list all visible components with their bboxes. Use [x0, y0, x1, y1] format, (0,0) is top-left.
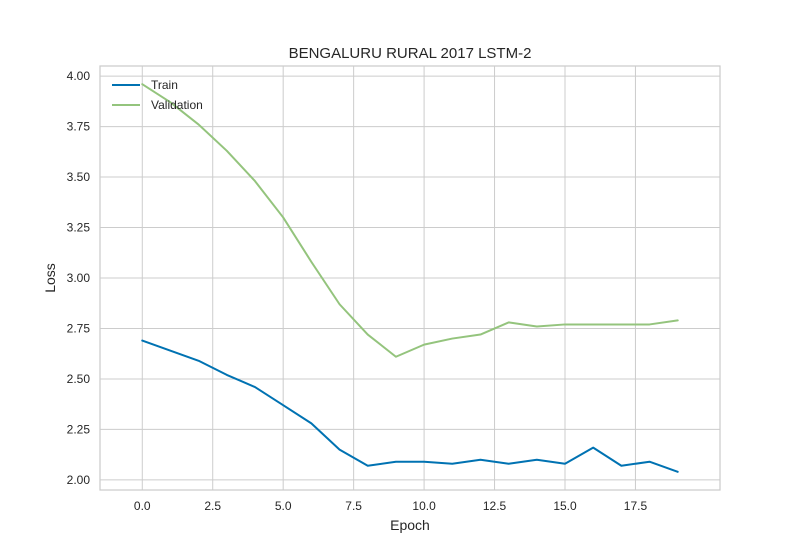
y-tick-label: 2.75	[67, 321, 91, 335]
train-series-line	[141, 339, 679, 473]
y-tick-label: 2.00	[67, 473, 91, 487]
validation-series-line	[141, 83, 679, 358]
y-tick-label: 4.00	[67, 69, 91, 83]
x-tick-label: 5.0	[275, 499, 292, 513]
y-tick-label: 2.25	[67, 422, 91, 436]
y-axis-label: Loss	[42, 263, 58, 293]
y-tick-label: 3.00	[67, 271, 91, 285]
x-tick-label: 10.0	[412, 499, 436, 513]
x-tick-label: 17.5	[624, 499, 648, 513]
plot-frame	[99, 65, 721, 491]
x-tick-label: 15.0	[553, 499, 577, 513]
x-axis-label: Epoch	[390, 517, 430, 533]
x-tick-label: 12.5	[483, 499, 507, 513]
series-lines	[141, 83, 679, 473]
x-tick-labels: 0.0 2.5 5.0 7.5 10.0 12.5 15.0 17.5	[134, 499, 648, 513]
y-tick-label: 2.50	[67, 372, 91, 386]
x-tick-label: 0.0	[134, 499, 151, 513]
x-tick-label: 2.5	[204, 499, 221, 513]
y-tick-label: 3.25	[67, 221, 91, 235]
y-tick-label: 3.50	[67, 170, 91, 184]
x-tick-label: 7.5	[345, 499, 362, 513]
legend-label-validation: Validation	[151, 98, 203, 112]
y-tick-label: 3.75	[67, 120, 91, 134]
legend: Train Validation	[112, 78, 203, 112]
y-tick-labels: 2.00 2.25 2.50 2.75 3.00 3.25 3.50 3.75 4.00	[67, 69, 91, 487]
legend-label-train: Train	[151, 78, 178, 92]
chart-title: BENGALURU RURAL 2017 LSTM-2	[289, 45, 532, 62]
grid	[100, 66, 720, 490]
